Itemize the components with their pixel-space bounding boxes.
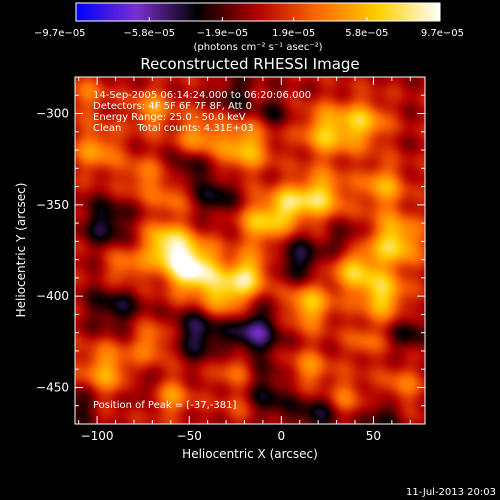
colorbar-tick-label: −9.7e−05: [34, 28, 86, 39]
peak-position-label: Position of Peak = [-37,-381]: [93, 400, 237, 411]
x-axis-label: Heliocentric X (arcsec): [182, 447, 318, 461]
colorbar-ticks: −9.7e−05 −5.8e−05 −1.9e−05 1.9e−05 5.8e−05 9.…: [34, 17, 464, 39]
colorbar-tick-label: −1.9e−05: [197, 28, 249, 39]
annotation-energy-range: Energy Range: 25.0 - 50.0 keV: [93, 112, 246, 123]
axis-ticks: −100 −50 0 50 −300 −350 −400 −450: [36, 76, 425, 443]
x-tick-label: −100: [81, 429, 114, 443]
y-tick-label: −350: [36, 198, 69, 212]
footer-timestamp: 11-Jul-2013 20:03: [406, 487, 496, 498]
annotation-block: 14-Sep-2005 06:14:24.000 to 06:20:06.000…: [93, 90, 311, 411]
y-tick-label: −400: [36, 289, 69, 303]
annotation-detectors: Detectors: 4F 5F 6F 7F 8F, Att 0: [93, 101, 252, 112]
x-tick-label: 50: [366, 429, 381, 443]
y-tick-label: −300: [36, 107, 69, 121]
heatmap-image: [75, 77, 425, 424]
x-tick-label: 0: [277, 429, 285, 443]
annotation-time-range: 14-Sep-2005 06:14:24.000 to 06:20:06.000: [93, 90, 311, 101]
chart-title: Reconstructed RHESSI Image: [140, 55, 359, 73]
y-tick-label: −450: [36, 380, 69, 394]
colorbar-tick-label: 1.9e−05: [272, 28, 315, 39]
colorbar-tick-label: 9.7e−05: [421, 28, 464, 39]
colorbar-tick-label: −5.8e−05: [123, 28, 175, 39]
colorbar-unit-label: (photons cm⁻² s⁻¹ asec⁻²): [193, 42, 322, 53]
y-axis-label: Heliocentric Y (arcsec): [14, 183, 28, 318]
x-tick-label: −50: [177, 429, 202, 443]
colorbar-tick-label: 5.8e−05: [345, 28, 388, 39]
plot-frame: [74, 76, 426, 425]
colorbar: [75, 2, 441, 22]
annotation-counts: Clean Total counts: 4.31E+03: [93, 123, 253, 134]
